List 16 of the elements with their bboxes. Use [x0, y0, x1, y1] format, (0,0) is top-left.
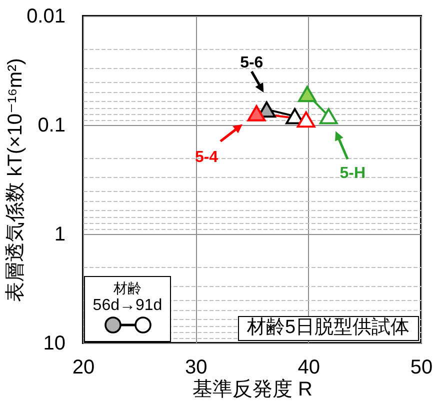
y-tick-label: 1: [54, 224, 66, 246]
legend-label: 5-H: [340, 165, 366, 182]
y-tick-label: 10: [43, 332, 66, 354]
x-tick-label: 20: [72, 356, 95, 378]
y-tick-label: 0.1: [38, 114, 66, 136]
x-tick-label: 50: [410, 356, 433, 378]
y-tick-label: 0.01: [26, 6, 66, 28]
x-tick-label: 30: [185, 356, 208, 378]
annotation: 56d→91d: [92, 297, 164, 316]
annotation: 材齢: [112, 280, 142, 296]
y-axis-title: 表層透気係数 kT(×10⁻¹⁶m²): [4, 58, 27, 302]
x-tick-label: 40: [298, 356, 320, 378]
series-label: 5-6: [240, 54, 264, 72]
annotation: 材齢5日脱型供試体: [247, 317, 410, 339]
x-axis-title: 基準反発度 R: [192, 378, 312, 400]
legend-label: 5-4: [194, 149, 218, 166]
